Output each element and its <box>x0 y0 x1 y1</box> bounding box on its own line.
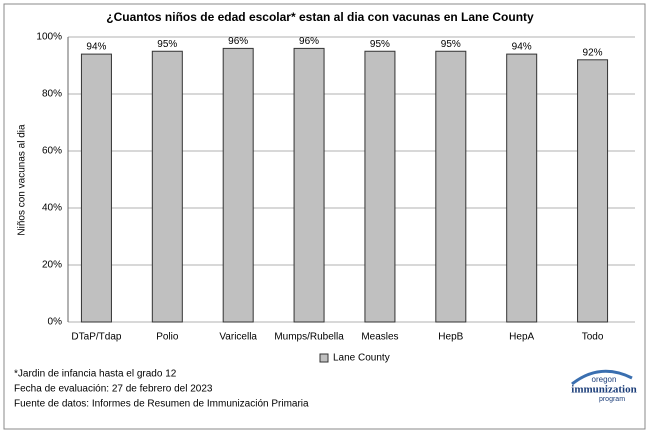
x-tick-label: Todo <box>582 332 604 343</box>
y-tick-label: 100% <box>36 32 62 43</box>
y-axis-label: Niños con vacunas al dia <box>17 124 28 236</box>
logo-swoosh <box>571 369 633 386</box>
value-label: 94% <box>86 42 106 53</box>
value-label: 92% <box>583 47 603 58</box>
note: *Jardin de infancia hasta el grado 12 <box>14 369 177 380</box>
note: Fuente de datos: Informes de Resumen de … <box>14 399 309 410</box>
bar <box>435 50 467 323</box>
y-tick-label: 20% <box>42 260 62 271</box>
chart-title: ¿Cuantos niños de edad escolar* estan al… <box>106 10 534 24</box>
bar <box>80 53 112 323</box>
bar <box>577 59 609 323</box>
value-label: 96% <box>228 36 248 47</box>
logo-text: immunization <box>571 384 636 396</box>
bar <box>222 47 254 323</box>
legend-swatch <box>319 353 329 363</box>
value-label: 95% <box>370 39 390 50</box>
y-tick-label: 0% <box>48 317 63 328</box>
y-tick-label: 60% <box>42 146 62 157</box>
bar <box>506 53 538 323</box>
x-tick-label: Measles <box>361 332 398 343</box>
frame <box>3 3 646 430</box>
value-label: 95% <box>441 39 461 50</box>
x-tick-label: Varicella <box>219 332 257 343</box>
value-label: 94% <box>512 42 532 53</box>
y-tick-label: 80% <box>42 89 62 100</box>
x-tick-label: DTaP/Tdap <box>71 332 121 343</box>
x-tick-label: Mumps/Rubella <box>274 332 344 343</box>
logo: oregon immunization program <box>571 369 637 403</box>
x-tick-label: HepB <box>438 332 463 343</box>
x-tick-label: HepA <box>509 332 534 343</box>
bar <box>364 50 396 323</box>
bar <box>293 47 325 323</box>
logo-text: oregon <box>592 375 617 384</box>
logo-text: program <box>599 396 625 403</box>
y-tick-label: 40% <box>42 203 62 214</box>
value-label: 96% <box>299 36 319 47</box>
bar <box>151 50 183 323</box>
note: Fecha de evaluación: 27 de febrero del 2… <box>14 384 213 395</box>
x-tick-label: Polio <box>156 332 179 343</box>
value-label: 95% <box>157 39 177 50</box>
legend-label: Lane County <box>333 353 390 364</box>
